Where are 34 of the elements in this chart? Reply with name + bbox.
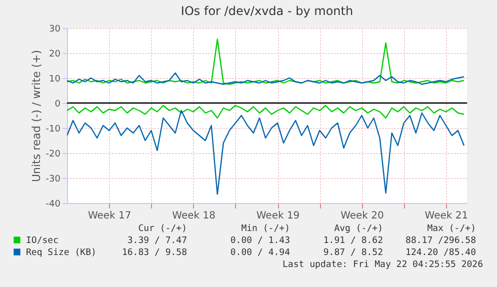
line-series xyxy=(67,38,465,85)
line-series xyxy=(67,110,465,195)
x-tick-label: Week 19 xyxy=(256,210,300,222)
y-tick-label: -10 xyxy=(46,124,61,134)
text: Cur (-/+) xyxy=(138,224,187,234)
text: Max (-/+) xyxy=(427,224,476,234)
text: 124.20 /85.40 xyxy=(406,248,476,258)
text: 0.00 / 1.43 xyxy=(230,236,290,246)
text: Min (-/+) xyxy=(241,224,290,234)
text: Avg (-/+) xyxy=(334,224,383,234)
text: 1.91 / 8.62 xyxy=(323,236,383,246)
legend-label: Req Size (KB) xyxy=(26,248,96,258)
x-tick-label: Week 20 xyxy=(340,210,384,222)
text: 9.87 / 8.52 xyxy=(323,248,383,258)
y-tick-label: -20 xyxy=(46,150,61,160)
line-series xyxy=(67,104,465,119)
x-tick-label: Week 17 xyxy=(88,210,132,222)
text: 16.83 / 9.58 xyxy=(122,248,187,258)
y-tick-label: 10 xyxy=(49,74,61,84)
text: 3.39 / 7.47 xyxy=(127,236,187,246)
y-tick-label: 20 xyxy=(49,50,61,60)
x-tick-label: Week 21 xyxy=(424,210,468,222)
text: 0.00 / 4.94 xyxy=(230,248,290,258)
chart-title: IOs for /dev/xvda - by month xyxy=(180,4,354,18)
text: Last update: Fri May 22 04:25:55 2026 xyxy=(282,260,483,270)
x-tick-label: Week 18 xyxy=(172,210,216,222)
y-axis-title: Units read (-) / write (+) xyxy=(30,50,43,182)
legend-label: IO/sec xyxy=(26,236,59,246)
line-series xyxy=(67,72,465,85)
text: 88.17 /296.58 xyxy=(406,236,476,246)
y-tick-label: -30 xyxy=(46,174,61,184)
y-tick-label: 0 xyxy=(54,100,61,110)
y-tick-label: 30 xyxy=(49,24,61,34)
y-tick-label: -40 xyxy=(46,200,61,210)
